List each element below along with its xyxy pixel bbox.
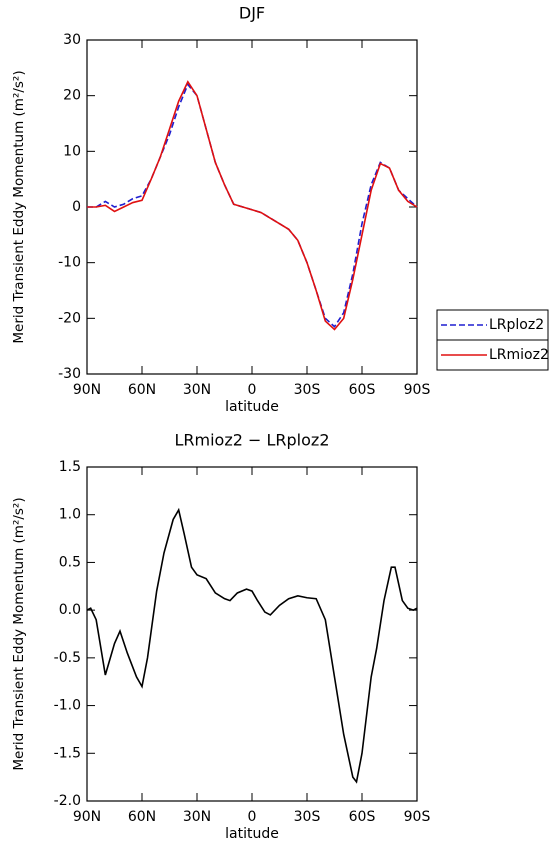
y-tick-label: -0.5 bbox=[54, 650, 81, 666]
x-axis-label: latitude bbox=[225, 826, 279, 842]
y-axis-label: Merid Transient Eddy Momentum (m²/s²) bbox=[11, 497, 27, 770]
x-tick-label: 90N bbox=[73, 382, 101, 398]
x-tick-label: 60N bbox=[128, 382, 156, 398]
y-tick-label: 20 bbox=[63, 88, 81, 104]
data-line bbox=[86, 507, 418, 784]
y-tick-label: -2.0 bbox=[54, 793, 81, 809]
x-tick-label: 30S bbox=[294, 382, 321, 398]
chart-title: LRmioz2 − LRploz2 bbox=[174, 431, 329, 450]
y-tick-label: 30 bbox=[63, 32, 81, 48]
y-axis-label: Merid Transient Eddy Momentum (m²/s²) bbox=[11, 70, 27, 343]
x-tick-label: 0 bbox=[248, 382, 257, 398]
y-tick-label: -30 bbox=[58, 366, 81, 382]
x-tick-label: 60N bbox=[128, 809, 156, 825]
x-tick-label: 60S bbox=[349, 382, 376, 398]
x-tick-label: 90S bbox=[404, 809, 431, 825]
x-tick-label: 90S bbox=[404, 382, 431, 398]
x-tick-label: 30N bbox=[183, 382, 211, 398]
y-tick-label: -20 bbox=[58, 310, 81, 326]
x-axis-label: latitude bbox=[225, 399, 279, 415]
data-line bbox=[87, 80, 418, 331]
y-tick-label: -1.5 bbox=[54, 745, 81, 761]
y-tick-label: 0 bbox=[72, 199, 81, 215]
y-tick-label: 0.5 bbox=[59, 554, 81, 570]
y-tick-label: -10 bbox=[58, 255, 81, 271]
y-tick-label: 10 bbox=[63, 143, 81, 159]
plot-frame bbox=[86, 466, 418, 802]
y-tick-label: 1.0 bbox=[59, 507, 81, 523]
x-tick-label: 30S bbox=[294, 809, 321, 825]
x-tick-label: 90N bbox=[73, 809, 101, 825]
y-tick-label: -1.0 bbox=[54, 698, 81, 714]
x-tick-label: 0 bbox=[248, 809, 257, 825]
x-tick-label: 60S bbox=[349, 809, 376, 825]
y-tick-label: 1.5 bbox=[59, 459, 81, 475]
x-tick-label: 30N bbox=[183, 809, 211, 825]
y-tick-label: 0.0 bbox=[59, 602, 81, 618]
legend-label: LRmioz2 bbox=[489, 347, 549, 363]
chart-title: DJF bbox=[239, 4, 265, 23]
legend-label: LRploz2 bbox=[489, 317, 544, 333]
